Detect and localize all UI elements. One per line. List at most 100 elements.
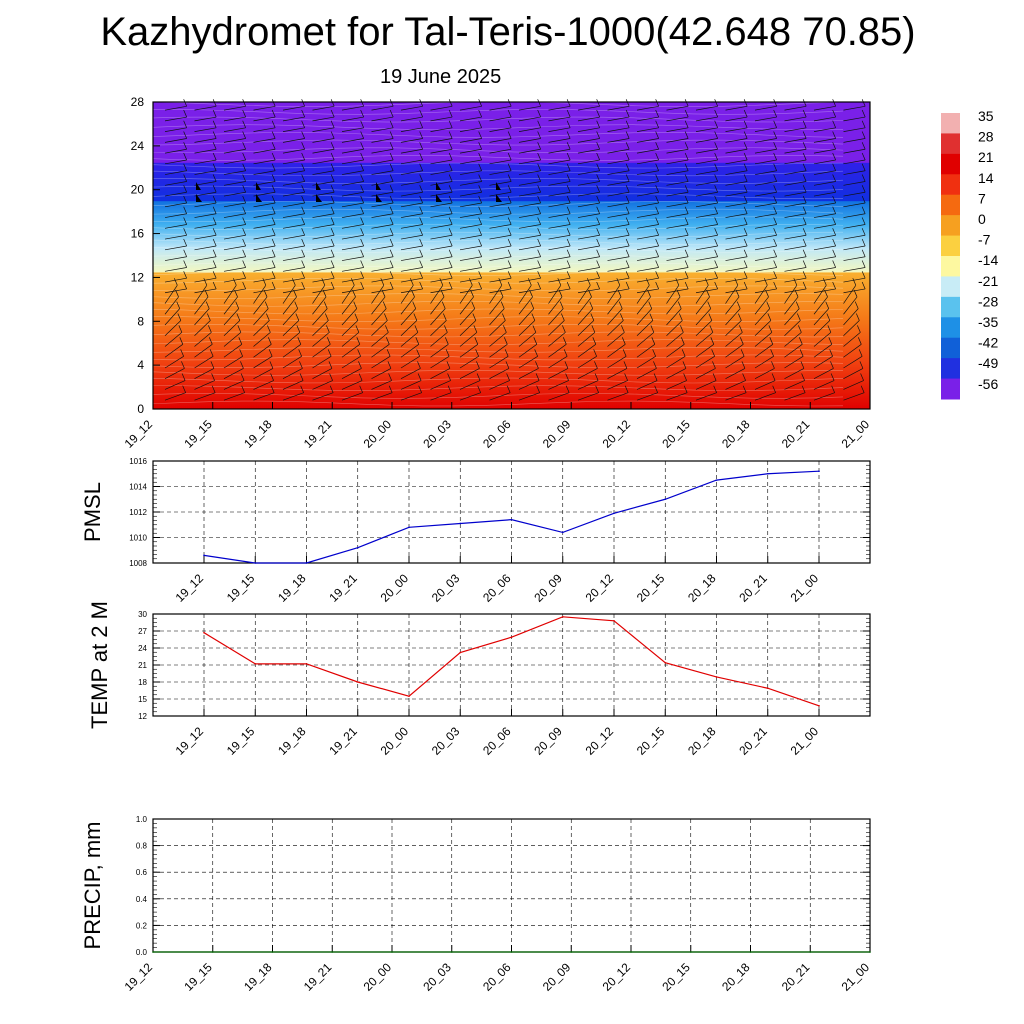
wind-barb-flag xyxy=(832,120,836,128)
wind-barb-flag xyxy=(183,120,187,128)
wind-barb-flag xyxy=(448,185,453,193)
wind-barb xyxy=(341,105,364,111)
wind-barb-flag xyxy=(301,120,305,128)
wind-barb-flag xyxy=(360,206,364,214)
wind-barb xyxy=(666,285,680,304)
wind-barb-flag xyxy=(447,373,451,381)
wind-barb-flag xyxy=(301,142,305,150)
wind-barb-flag xyxy=(326,325,330,333)
wind-barb-flag xyxy=(625,260,630,268)
x-tick-label: 19_18 xyxy=(241,960,275,994)
wind-barb-flag xyxy=(301,249,305,257)
wind-barb xyxy=(577,181,600,186)
wind-barb-flag xyxy=(769,337,774,345)
wind-barb xyxy=(784,234,807,240)
wind-barb xyxy=(695,356,715,369)
wind-barb-flag xyxy=(743,195,748,204)
wind-barb-flag xyxy=(566,217,571,225)
wind-barb xyxy=(843,148,866,154)
wind-barb xyxy=(666,256,689,261)
x-tick-label: 20_15 xyxy=(634,724,668,758)
wind-barb-flag xyxy=(448,238,453,247)
wind-barb-flag xyxy=(478,238,482,247)
wind-barb xyxy=(695,267,718,272)
wind-barb-flag xyxy=(535,373,540,381)
wind-barb xyxy=(784,159,807,165)
wind-barb xyxy=(754,148,777,154)
wind-barb xyxy=(194,116,217,122)
wind-barb-flag xyxy=(684,249,689,257)
wind-barb xyxy=(489,296,504,315)
wind-barb xyxy=(813,105,836,111)
wind-barb xyxy=(695,285,709,304)
wind-barb xyxy=(341,213,364,218)
wind-barb xyxy=(282,320,300,337)
wind-barb xyxy=(548,277,571,283)
data-point xyxy=(869,951,871,953)
wind-barb xyxy=(253,224,276,229)
wind-barb xyxy=(784,344,803,358)
wind-barb xyxy=(754,202,777,208)
wind-barb xyxy=(489,170,512,175)
wind-barb-flag xyxy=(596,249,600,257)
wind-barb-flag xyxy=(473,325,478,333)
wind-barb xyxy=(725,356,745,369)
contour-line xyxy=(152,323,844,330)
wind-barb-flag xyxy=(537,217,541,225)
wind-barb xyxy=(784,224,807,229)
wind-barb-flag xyxy=(212,99,217,107)
x-tick-label: 20_06 xyxy=(480,724,514,758)
wind-barb-flag xyxy=(684,109,689,118)
wind-barb-flag xyxy=(356,337,361,345)
wind-barb xyxy=(164,202,187,208)
wind-barb-flag xyxy=(294,301,299,309)
wind-barb-flag xyxy=(507,185,512,193)
wind-barb-flag xyxy=(242,174,246,182)
wind-barb xyxy=(282,368,303,380)
data-point xyxy=(613,512,615,515)
wind-barb xyxy=(813,267,836,272)
wind-barb xyxy=(223,213,246,218)
wind-barb xyxy=(164,213,187,218)
wind-pennant xyxy=(496,194,502,202)
wind-barb xyxy=(223,148,246,154)
data-point xyxy=(630,951,632,953)
contour-line xyxy=(152,331,844,338)
wind-barb xyxy=(577,344,597,358)
wind-barb-flag xyxy=(507,99,512,107)
wind-barb-flag xyxy=(566,271,571,279)
wind-barb xyxy=(253,288,276,294)
data-point xyxy=(356,681,359,683)
wind-barb xyxy=(253,308,269,326)
wind-barb xyxy=(341,181,364,186)
colorbar-label: 14 xyxy=(978,170,994,186)
wind-barb xyxy=(666,380,687,390)
wind-barb xyxy=(666,368,687,380)
wind-barb-flag xyxy=(645,278,650,286)
wind-barb xyxy=(459,288,482,294)
wind-barb-flag xyxy=(330,195,335,204)
wind-barb xyxy=(223,308,239,326)
wind-barb-flag xyxy=(419,217,423,225)
wind-barb-flag xyxy=(625,152,630,161)
wind-barb xyxy=(312,116,335,122)
wind-barb xyxy=(548,296,563,315)
wind-barb xyxy=(666,267,689,272)
wind-barb xyxy=(754,392,776,401)
wind-barb-flag xyxy=(507,109,512,118)
wind-barb-flag xyxy=(360,217,364,225)
data-point xyxy=(254,663,257,665)
wind-barb-flag xyxy=(537,195,541,204)
wind-barb-flag xyxy=(802,271,807,279)
wind-barb-flag xyxy=(616,278,621,286)
wind-barb xyxy=(282,380,304,390)
wind-barb xyxy=(548,285,562,304)
wind-barb xyxy=(725,344,744,358)
wind-barb-flag xyxy=(683,385,688,393)
wind-barb-flag xyxy=(773,249,777,257)
wind-barb-flag xyxy=(299,373,304,381)
wind-barb-flag xyxy=(242,238,246,247)
wind-barb-flag xyxy=(183,228,187,236)
wind-barb-flag xyxy=(271,142,276,150)
x-tick-label: 19_12 xyxy=(122,417,156,451)
